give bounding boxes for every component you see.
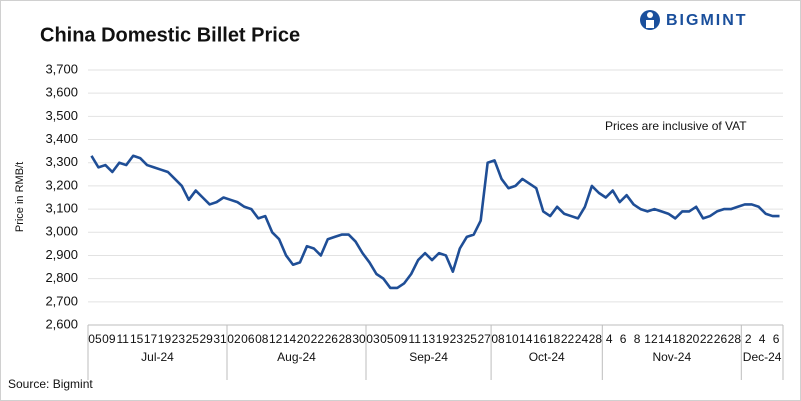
x-tick-label: 14 — [283, 332, 297, 346]
x-tick-label: 18 — [672, 332, 686, 346]
x-tick-label: 25 — [186, 332, 200, 346]
logo-icon-body — [646, 20, 654, 28]
y-tick-label: 3,100 — [45, 201, 78, 216]
x-tick-label: 14 — [658, 332, 672, 346]
x-tick-label: 20 — [686, 332, 700, 346]
x-tick-label: 4 — [606, 332, 613, 346]
y-tick-label: 2,800 — [45, 270, 78, 285]
y-tick-label: 3,200 — [45, 177, 78, 192]
x-tick-label: 6 — [773, 332, 780, 346]
x-tick-label: 24 — [575, 332, 589, 346]
x-tick-label: 10 — [505, 332, 519, 346]
x-tick-label: 11 — [117, 332, 130, 346]
x-tick-label: 22 — [311, 332, 325, 346]
x-tick-label: 28 — [589, 332, 603, 346]
month-label: Nov-24 — [652, 350, 691, 364]
x-tick-label: 14 — [519, 332, 533, 346]
x-tick-label: 8 — [634, 332, 641, 346]
x-tick-label: 17 — [144, 332, 158, 346]
x-tick-label: 30 — [352, 332, 366, 346]
x-tick-label: 18 — [547, 332, 561, 346]
annotation: Prices are inclusive of VAT — [605, 119, 747, 133]
y-tick-label: 2,600 — [45, 316, 78, 331]
month-label: Dec-24 — [743, 350, 782, 364]
x-tick-label: 4 — [759, 332, 766, 346]
x-tick-label: 08 — [255, 332, 269, 346]
logo: BIGMINT — [640, 10, 748, 30]
x-tick-label: 02 — [227, 332, 241, 346]
x-tick-label: 05 — [380, 332, 394, 346]
x-tick-label: 05 — [88, 332, 102, 346]
y-tick-label: 3,700 — [45, 61, 78, 76]
y-tick-label: 2,700 — [45, 293, 78, 308]
chart-title: China Domestic Billet Price — [40, 24, 300, 46]
x-tick-label: 25 — [464, 332, 478, 346]
x-tick-label: 2 — [745, 332, 752, 346]
y-tick-label: 3,300 — [45, 154, 78, 169]
x-tick-label: 16 — [533, 332, 547, 346]
x-tick-label: 28 — [338, 332, 352, 346]
y-tick-label: 3,600 — [45, 85, 78, 100]
brand: BIGMINT — [666, 12, 748, 29]
x-tick-label: 27 — [477, 332, 491, 346]
x-tick-label: 22 — [561, 332, 575, 346]
y-tick-label: 3,000 — [45, 224, 78, 239]
month-label: Jul-24 — [141, 350, 174, 364]
x-tick-label: 19 — [436, 332, 450, 346]
month-label: Aug-24 — [277, 350, 316, 364]
x-tick-label: 26 — [714, 332, 728, 346]
price-line — [90, 154, 780, 290]
month-label: Oct-24 — [529, 350, 565, 364]
y-tick-label: 3,400 — [45, 131, 78, 146]
x-tick-label: 23 — [172, 332, 186, 346]
y-tick-label: 2,900 — [45, 247, 78, 262]
x-tick-label: 12 — [269, 332, 283, 346]
x-tick-label: 23 — [450, 332, 464, 346]
x-tick-label: 28 — [728, 332, 742, 346]
x-tick-label: 06 — [241, 332, 255, 346]
x-tick-label: 15 — [130, 332, 144, 346]
month-label: Sep-24 — [409, 350, 448, 364]
x-tick-label: 08 — [491, 332, 505, 346]
x-tick-label: 26 — [325, 332, 339, 346]
x-tick-label: 03 — [366, 332, 380, 346]
x-tick-label: 29 — [199, 332, 213, 346]
x-tick-label: 09 — [394, 332, 408, 346]
y-tick-label: 3,500 — [45, 108, 78, 123]
x-tick-label: 11 — [408, 332, 421, 346]
source: Source: Bigmint — [8, 377, 93, 391]
x-tick-label: 19 — [158, 332, 172, 346]
y-axis-label: Price in RMB/t — [14, 162, 26, 232]
x-tick-label: 20 — [297, 332, 311, 346]
logo-icon-head — [647, 12, 653, 18]
x-tick-label: 09 — [102, 332, 116, 346]
x-tick-label: 12 — [644, 332, 658, 346]
x-tick-label: 6 — [620, 332, 627, 346]
x-tick-label: 31 — [213, 332, 227, 346]
x-tick-label: 13 — [422, 332, 436, 346]
x-tick-label: 22 — [700, 332, 714, 346]
